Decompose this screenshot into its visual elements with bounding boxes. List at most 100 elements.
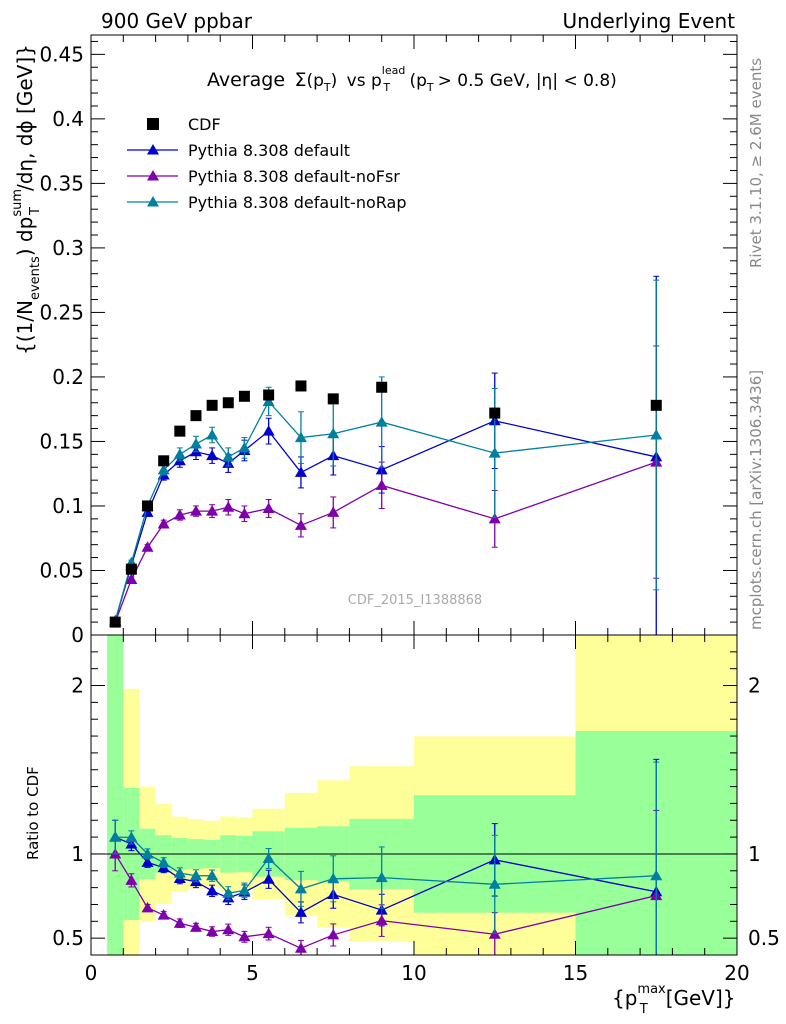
y-axis-label-main: {(1/Nevents) dpsum T/dη, dϕ [GeV]} [10, 44, 43, 355]
legend-entry-default: Pythia 8.308 default [127, 141, 350, 160]
series-point-main [294, 466, 307, 477]
legend-label: CDF [188, 115, 221, 134]
legend-entry-data: CDF [147, 115, 221, 134]
data-point [125, 563, 137, 575]
series-point-ratio [157, 909, 170, 920]
legend-entry-noRap: Pythia 8.308 default-noRap [127, 193, 406, 212]
y-tick-label-ratio-right: 2 [748, 674, 761, 698]
series-point-main [262, 502, 275, 514]
y-axis-label-ratio: Ratio to CDF [24, 766, 42, 860]
series-point-ratio [238, 884, 251, 895]
legend-label: Pythia 8.308 default-noRap [188, 193, 406, 212]
series-point-ratio [125, 874, 138, 885]
y-tick-label-main: 0.4 [52, 107, 84, 131]
y-tick-label-main: 0.25 [39, 300, 84, 324]
series-point-main [206, 449, 219, 461]
series-point-ratio [141, 847, 154, 859]
data-point [222, 397, 234, 409]
x-tick-label: 10 [401, 961, 426, 985]
series-point-ratio [189, 921, 202, 932]
y-tick-label-main: 0.3 [52, 236, 84, 260]
rivet-label: Rivet 3.1.10, ≥ 2.6M events [747, 58, 765, 268]
data-point [109, 616, 121, 628]
series-point-ratio [375, 914, 388, 926]
series-point-main [206, 505, 219, 516]
series-point-ratio [109, 831, 122, 842]
series-point-ratio [294, 882, 307, 894]
series-point-ratio [173, 867, 186, 878]
series-point-main [238, 507, 251, 519]
data-point [158, 455, 170, 467]
data-point [263, 389, 275, 401]
y-tick-label-ratio-right: 1 [748, 842, 761, 866]
series-noFsr [109, 345, 663, 956]
series-point-ratio [262, 873, 275, 884]
series-point-ratio [157, 856, 170, 868]
y-tick-label-main: 0 [71, 623, 84, 647]
ratio-stat-uncertainty-band [107, 635, 124, 955]
ratio-plot-frame [90, 634, 738, 956]
x-tick-label: 5 [246, 961, 259, 985]
legend-marker [147, 144, 159, 155]
y-tick-label-main: 0.45 [39, 42, 84, 66]
data-point [489, 407, 501, 419]
series-point-main [157, 518, 170, 529]
y-tick-label-ratio: 1 [71, 842, 84, 866]
series-point-main [650, 429, 663, 440]
series-point-ratio [206, 925, 219, 937]
series-point-ratio [141, 856, 154, 867]
legend-entry-noFsr: Pythia 8.308 default-noFsr [127, 167, 400, 186]
y-tick-label-ratio: 2 [71, 674, 84, 698]
series-point-main [327, 427, 340, 439]
header-left: 900 GeV ppbar [101, 9, 253, 33]
series-point-ratio [141, 901, 154, 913]
x-axis-label: {pmax T [GeV]} [612, 982, 736, 1017]
series-point-main [173, 448, 186, 459]
series-point-main [189, 438, 202, 449]
mcplots-label: mcplots.cern.ch [arXiv:1306.3436] [747, 370, 765, 630]
series-point-ratio [327, 872, 340, 884]
series-point-main [141, 541, 154, 552]
series-point-ratio [294, 942, 307, 953]
series-point-ratio [488, 878, 501, 889]
series-point-ratio [327, 928, 340, 940]
series-data [109, 380, 662, 628]
y-tick-label-ratio: 0.5 [52, 926, 84, 950]
y-tick-label-ratio-right: 0.5 [748, 926, 780, 950]
series-point-ratio [222, 923, 235, 935]
legend-label: Pythia 8.308 default-noFsr [188, 167, 400, 186]
series-point-main [488, 512, 501, 524]
x-tick-label: 20 [724, 961, 749, 985]
series-point-main [206, 429, 219, 440]
series-point-main [488, 447, 501, 458]
series-point-ratio [125, 831, 138, 842]
x-tick-label: 0 [85, 961, 98, 985]
data-point [142, 500, 154, 512]
series-point-main [222, 450, 235, 462]
series-point-ratio [262, 852, 275, 863]
legend-marker [147, 196, 159, 207]
legend-marker [147, 170, 159, 181]
data-point [190, 410, 202, 422]
data-point [650, 399, 662, 411]
y-tick-label-main: 0.15 [39, 429, 84, 453]
legend-label: Pythia 8.308 default [188, 141, 350, 160]
series-point-main [173, 509, 186, 520]
series-point-ratio [173, 917, 186, 928]
series-point-ratio [189, 869, 202, 881]
data-point [295, 380, 307, 392]
data-point [206, 399, 218, 411]
watermark: CDF_2015_I1388868 [348, 593, 482, 608]
series-point-ratio [222, 887, 235, 898]
series-point-main [189, 505, 202, 516]
series-point-ratio [262, 927, 275, 939]
series-point-main [375, 479, 388, 490]
y-tick-label-main: 0.1 [52, 494, 84, 518]
data-point [327, 393, 339, 405]
y-tick-label-main: 0.2 [52, 365, 84, 389]
series-point-ratio [650, 869, 663, 881]
series-point-ratio [238, 930, 251, 942]
x-tick-label: 15 [563, 961, 588, 985]
series-point-main [375, 416, 388, 427]
series-point-main [294, 431, 307, 443]
